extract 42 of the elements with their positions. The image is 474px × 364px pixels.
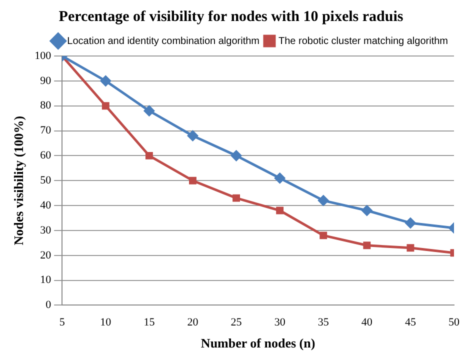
y-tick-label: 90 [40,74,52,87]
point [362,205,372,216]
x-tick-label: 15 [144,316,156,329]
point [318,195,329,206]
chart-title: Percentage of visibility for nodes with 10 pixels raduis [58,8,404,25]
point [145,152,153,160]
point [406,244,414,252]
point [100,76,111,86]
legend-label: Location and identity combination algorithm [67,36,260,47]
x-tick-label: 45 [404,316,416,329]
y-tick-label: 60 [40,150,52,162]
point [363,242,371,250]
point [232,194,240,202]
point [189,176,196,184]
y-tick-label: 30 [40,224,52,236]
point [405,218,416,228]
x-tick-label: 5 [59,316,66,329]
x-axis-title: Number of nodes (n) [200,336,316,351]
point [187,130,198,141]
point [276,206,284,214]
y-tick-label: 50 [40,174,52,186]
y-tick-label: 80 [40,100,52,112]
x-tick-label: 25 [230,316,242,329]
y-axis-title: Nodes visibility (100%) [11,116,26,246]
y-tick-label: 20 [40,249,52,262]
point [102,102,110,110]
x-tick-label: 30 [274,316,286,329]
point [320,232,328,240]
legend-label: The robotic cluster matching algorithm [278,36,448,47]
point [274,172,286,184]
x-tick-label: 20 [187,316,199,329]
x-tick-label: 40 [361,316,373,329]
y-tick-label: 100 [34,50,52,62]
y-tick-label: 10 [40,274,52,286]
x-tick-label: 50 [448,316,460,329]
x-tick-label: 10 [100,316,112,329]
y-tick-label: 70 [40,124,52,137]
x-tick-label: 35 [318,316,330,329]
point [231,150,242,161]
y-tick-label: 0 [46,299,52,312]
point [144,106,154,116]
y-tick-label: 40 [40,199,52,212]
